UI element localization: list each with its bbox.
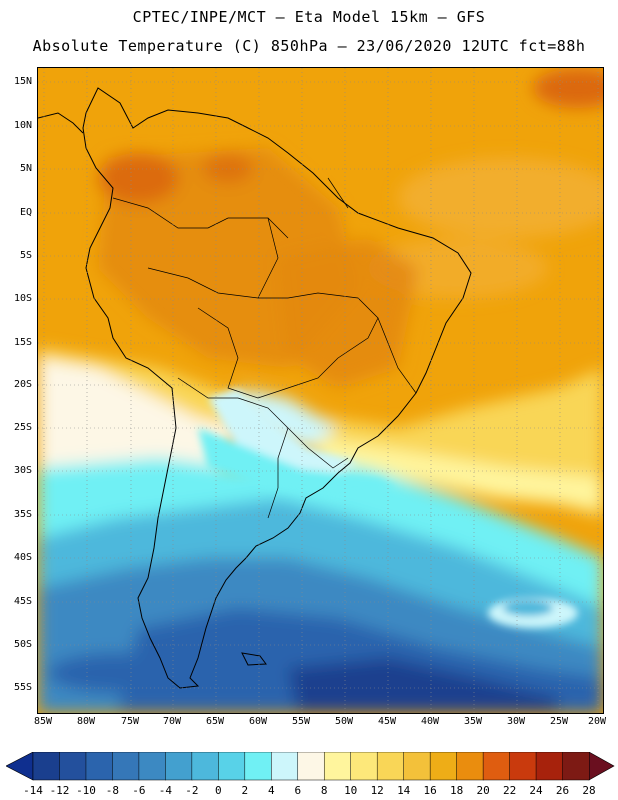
colorbar-swatch [244, 751, 272, 781]
colorbar-tick-label: -4 [158, 784, 173, 797]
colorbar-tick-label: 12 [370, 784, 384, 797]
colorbar-swatch [297, 751, 325, 781]
colorbar-swatch [165, 751, 193, 781]
colorbar-tick-label: -14 [23, 784, 43, 797]
colorbar-swatch [85, 751, 113, 781]
lat-label: EQ [19, 207, 32, 218]
colorbar-swatch [482, 751, 511, 781]
lat-label: 30S [13, 465, 32, 476]
lon-label: 20W [587, 716, 607, 727]
colorbar-swatch [323, 751, 352, 781]
colorbar-tick-label: -8 [105, 784, 120, 797]
colorbar-tick-label: 0 [214, 784, 222, 797]
lon-label: 40W [420, 716, 440, 727]
colorbar-tick-label: -10 [76, 784, 96, 797]
colorbar-tick-label: 22 [502, 784, 517, 797]
colorbar-tick-label: 26 [555, 784, 570, 797]
colorbar-tick-label: 6 [294, 784, 302, 797]
lon-label: 45W [377, 716, 397, 727]
lon-label: 80W [76, 716, 96, 727]
cold-front [198, 388, 578, 628]
lat-label: 40S [13, 552, 32, 563]
colorbar-tick-label: 10 [344, 784, 358, 797]
title-line-2: Absolute Temperature (C) 850hPa – 23/06/… [32, 37, 586, 55]
lon-label: 60W [248, 716, 268, 727]
temperature-map [37, 67, 604, 714]
lat-label: 5N [19, 163, 32, 174]
lat-label: 45S [13, 596, 32, 607]
colorbar-swatch [535, 751, 564, 781]
map-svg [38, 68, 603, 713]
colorbar-under-arrow [5, 751, 34, 781]
lon-label: 50W [334, 716, 354, 727]
colorbar-swatch [350, 751, 378, 781]
colorbar-swatch [138, 751, 166, 781]
lon-label: 25W [549, 716, 569, 727]
lat-label: 5S [19, 250, 32, 261]
colorbar-tick-label: 24 [529, 784, 543, 797]
colorbar-swatch [271, 751, 299, 781]
colorbar-swatch [509, 751, 537, 781]
lat-label: 10N [13, 120, 32, 131]
colorbar-swatch [32, 751, 61, 781]
colorbar-swatch [376, 751, 405, 781]
colorbar-tick-label: 8 [320, 784, 328, 797]
title-line-1: CPTEC/INPE/MCT – Eta Model 15km – GFS [132, 8, 486, 26]
temperature-field [38, 68, 603, 713]
lat-label: 50S [13, 639, 32, 650]
colorbar-swatch [403, 751, 431, 781]
colorbar-tick-label: 2 [241, 784, 249, 797]
colorbar-swatch [456, 751, 484, 781]
colorbar-tick-label: 20 [476, 784, 490, 797]
lat-label: 15N [13, 76, 32, 87]
colorbar-tick-label: -6 [132, 784, 146, 797]
lat-label: 10S [13, 293, 32, 304]
lon-label: 85W [33, 716, 53, 727]
colorbar-svg [5, 751, 615, 781]
colorbar-swatch [112, 751, 140, 781]
colorbar [5, 751, 616, 782]
colorbar-tick-label: -12 [49, 784, 70, 797]
colorbar-over-arrow [588, 751, 615, 781]
lon-label: 65W [205, 716, 225, 727]
colorbar-tick-label: -2 [185, 784, 199, 797]
colorbar-swatch [191, 751, 219, 781]
lon-label: 75W [120, 716, 140, 727]
colorbar-swatch [218, 751, 246, 781]
colorbar-tick-label: 14 [397, 784, 411, 797]
colorbar-tick-label: 16 [423, 784, 437, 797]
colorbar-tick-label: 4 [267, 784, 275, 797]
colorbar-swatch [562, 751, 590, 781]
country-borders [112, 177, 417, 519]
lon-label: 30W [506, 716, 526, 727]
lon-label: 70W [162, 716, 182, 727]
lat-label: 35S [13, 509, 32, 520]
lon-label: 35W [463, 716, 483, 727]
lat-label: 20S [13, 379, 32, 390]
lat-label: 15S [13, 337, 32, 348]
lat-label: 25S [13, 422, 32, 433]
colorbar-tick-label: 28 [582, 784, 596, 797]
colorbar-swatch [59, 751, 87, 781]
colorbar-tick-label: 18 [449, 784, 464, 797]
lat-label: 55S [13, 682, 32, 693]
lon-label: 55W [291, 716, 311, 727]
colorbar-swatch [429, 751, 458, 781]
